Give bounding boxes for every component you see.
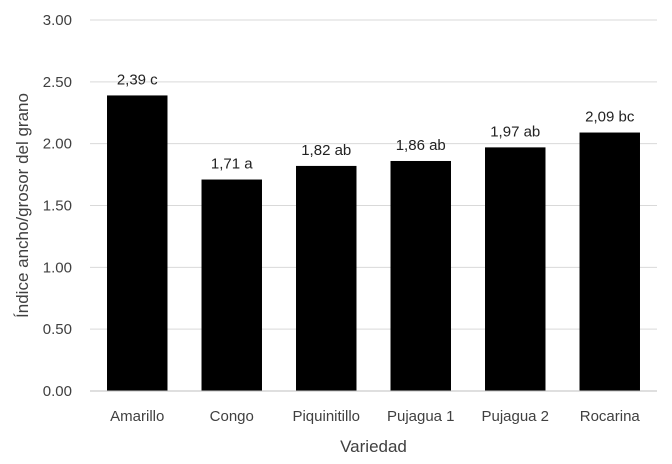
gridlines	[90, 19, 657, 330]
bar-rocarina	[579, 132, 640, 391]
bar-piquinitillo	[296, 165, 357, 391]
bars	[107, 95, 640, 391]
data-labels: 2,39 c 1,71 a 1,82 ab 1,86 ab 1,97 ab 2,09 bc	[117, 71, 635, 172]
x-tick-label: Pujagua 2	[481, 408, 549, 425]
data-label: 2,39 c	[117, 71, 158, 88]
x-tick-label: Piquinitillo	[292, 408, 360, 425]
bar-amarillo	[107, 95, 168, 391]
data-label: 1,71 a	[211, 156, 253, 173]
data-label: 1,82 ab	[301, 142, 351, 159]
y-tick-label: 1.00	[43, 259, 72, 276]
bar-pujagua-2	[485, 147, 546, 391]
bar-pujagua-1	[390, 160, 451, 391]
y-tick-label: 1.50	[43, 198, 72, 215]
data-label: 2,09 bc	[585, 109, 635, 126]
data-label: 1,86 ab	[396, 137, 446, 154]
y-tick-label: 0.00	[43, 383, 72, 400]
y-tick-label: 3.00	[43, 12, 72, 29]
y-tick-label: 2.50	[43, 74, 72, 91]
x-axis-title: Variedad	[340, 437, 407, 456]
x-tick-label: Pujagua 1	[387, 408, 455, 425]
y-tick-label: 2.00	[43, 136, 72, 153]
y-tick-label: 0.50	[43, 321, 72, 338]
data-label: 1,97 ab	[490, 123, 540, 140]
y-axis-tick-labels: 0.00 0.50 1.00 1.50 2.00 2.50 3.00	[43, 12, 72, 400]
x-tick-label: Congo	[210, 408, 254, 425]
x-axis-tick-labels: Amarillo Congo Piquinitillo Pujagua 1 Pujagu…	[110, 408, 640, 425]
y-axis-title: Índice ancho/grosor del grano	[13, 93, 32, 318]
x-tick-label: Amarillo	[110, 408, 164, 425]
x-tick-label: Rocarina	[580, 408, 641, 425]
bar-congo	[201, 179, 262, 391]
